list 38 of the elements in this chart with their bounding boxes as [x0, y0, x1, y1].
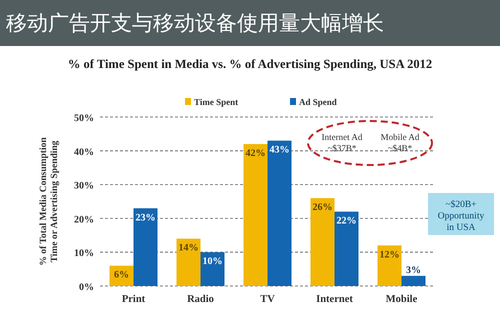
- data-label: 23%: [136, 212, 156, 224]
- legend-label: Time Spent: [194, 97, 238, 107]
- data-label: 6%: [114, 270, 129, 281]
- x-tick-label: Mobile: [386, 294, 418, 305]
- x-tick-label: Radio: [187, 294, 214, 305]
- y-tick-label: 0%: [79, 282, 94, 293]
- data-label: 42%: [246, 148, 266, 160]
- y-tick-label: 10%: [74, 248, 94, 260]
- data-label: 12%: [380, 249, 400, 260]
- data-label: 43%: [270, 144, 290, 156]
- x-tick-label: Internet: [316, 294, 354, 305]
- bar: [378, 245, 402, 286]
- bar: [334, 212, 358, 286]
- x-tick-label: TV: [260, 294, 276, 305]
- data-label: 26%: [312, 202, 332, 214]
- y-tick-label: 50%: [74, 113, 94, 124]
- y-tick-label: 40%: [74, 146, 94, 158]
- y-axis-title: % of Total Media Consumption Time or Advertising Spending: [39, 136, 60, 266]
- bar: [310, 198, 334, 286]
- bar: [268, 140, 292, 286]
- data-label: 10%: [202, 256, 222, 268]
- bar: [134, 208, 158, 286]
- y-tick-label: 20%: [74, 214, 94, 226]
- bar: [176, 238, 200, 286]
- data-label: 22%: [336, 216, 356, 227]
- legend-label: Ad Spend: [299, 97, 337, 107]
- chart-title: 移动广告开支与移动设备使用量大幅增长: [6, 12, 384, 35]
- bar: [200, 252, 224, 286]
- chart-subtitle: % of Time Spent in Media vs. % of Advertising Spending, USA 2012: [68, 57, 432, 71]
- text: ~$20B+ Opportunity in USA: [438, 200, 484, 233]
- bar: [244, 144, 268, 286]
- data-label: 3%: [406, 264, 421, 276]
- data-label: 14%: [178, 242, 198, 254]
- annotation: Internet Ad ~$37B*: [322, 132, 363, 153]
- x-tick-label: Print: [122, 294, 146, 305]
- bar: [402, 276, 426, 286]
- y-tick-label: 30%: [74, 180, 94, 192]
- annotation: Mobile Ad ~$4B*: [380, 132, 420, 153]
